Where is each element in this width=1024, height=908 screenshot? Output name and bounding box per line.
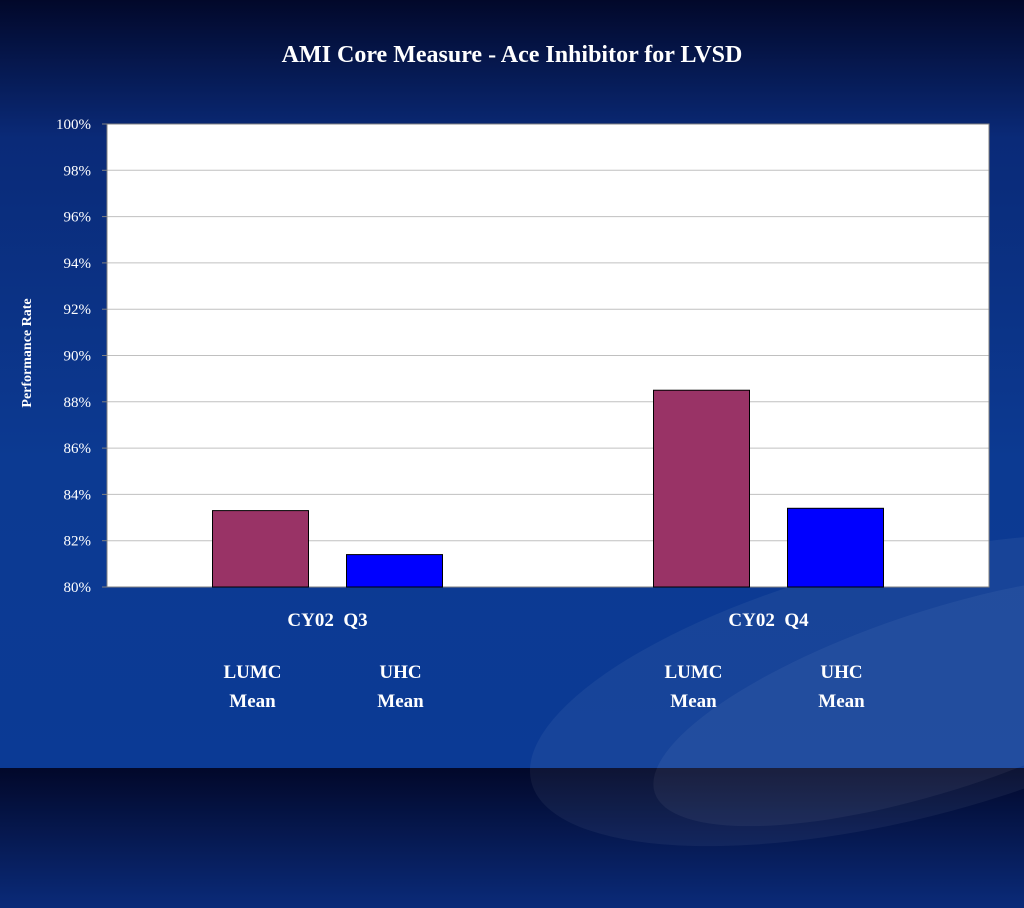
y-tick-label: 80% (64, 580, 92, 596)
bar (787, 507, 884, 588)
chart-title: AMI Core Measure - Ace Inhibitor for LVS… (281, 42, 743, 68)
plot-border (106, 123, 990, 588)
y-tick-label: 90% (64, 349, 92, 365)
series-label-line: Mean (670, 691, 717, 712)
series-label-line: LUMC (223, 662, 282, 683)
category-label: CY02 Q4 (728, 610, 809, 631)
series-label-line: UHC (379, 662, 422, 683)
y-tick-label: 82% (64, 534, 92, 550)
y-tick-label: 84% (64, 487, 92, 503)
y-tick-label: 100% (56, 117, 91, 133)
series-label-line: UHC (820, 662, 863, 683)
bar (346, 554, 443, 588)
series-label: LUMC Mean (193, 658, 313, 716)
series-label-line: Mean (377, 691, 424, 712)
y-tick-label: 96% (64, 210, 92, 226)
series-label: UHC Mean (341, 658, 461, 716)
y-tick-label: 92% (64, 302, 92, 318)
category-label: CY02 Q3 (287, 610, 368, 631)
series-label-line: Mean (818, 691, 865, 712)
y-tick-label: 86% (64, 441, 92, 457)
y-tick-label: 88% (64, 395, 92, 411)
y-tick-label: 94% (64, 256, 92, 272)
bar-chart: 80% 82% 84% 86% 88% 90% 92% 94% 96% 98% 100% (56, 117, 990, 596)
series-label-line: LUMC (664, 662, 723, 683)
series-label-line: Mean (229, 691, 276, 712)
series-label: UHC Mean (782, 658, 902, 716)
bar (653, 389, 750, 588)
bar (212, 510, 309, 588)
series-label: LUMC Mean (634, 658, 754, 716)
y-tick-label: 98% (64, 163, 92, 179)
